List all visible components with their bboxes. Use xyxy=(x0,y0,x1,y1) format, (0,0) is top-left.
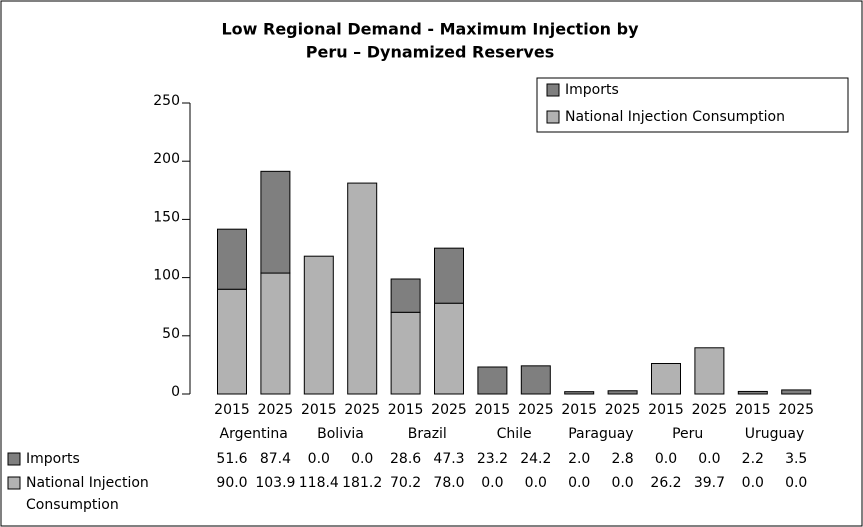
legend-swatch xyxy=(546,83,560,97)
table-value: 0.0 xyxy=(655,451,677,467)
y-tick-label: 150 xyxy=(153,209,180,225)
x-tick-label: 2025 xyxy=(605,402,641,418)
x-tick-label: 2025 xyxy=(344,402,380,418)
x-tick-label: 2025 xyxy=(431,402,467,418)
table-value: 28.6 xyxy=(390,451,421,467)
bar xyxy=(477,366,508,395)
y-tick-label: 250 xyxy=(153,93,180,109)
group-label: Peru xyxy=(672,426,703,442)
legend-label: Imports xyxy=(565,82,619,98)
bar xyxy=(217,228,247,290)
x-tick-label: 2015 xyxy=(388,402,424,418)
table-value: 51.6 xyxy=(216,451,247,467)
table-value: 181.2 xyxy=(342,475,382,491)
bar xyxy=(651,363,681,395)
group-label: Argentina xyxy=(220,426,288,442)
y-tick-label: 50 xyxy=(162,326,180,342)
bar xyxy=(390,278,421,313)
table-value: 118.4 xyxy=(299,475,339,491)
table-value: 87.4 xyxy=(260,451,291,467)
legend-swatch xyxy=(546,110,560,124)
table-value: 47.3 xyxy=(433,451,464,467)
table-value: 0.0 xyxy=(785,475,807,491)
table-value: 0.0 xyxy=(611,475,633,491)
table-row-label-text: National Injection Consumption xyxy=(26,475,149,513)
table-value: 39.7 xyxy=(694,475,725,491)
y-tick-label: 100 xyxy=(153,268,180,284)
table-value: 2.8 xyxy=(611,451,633,467)
group-label: Brazil xyxy=(408,426,447,442)
bar xyxy=(564,391,595,395)
y-tick-label: 200 xyxy=(153,151,180,167)
table-value: 70.2 xyxy=(390,475,421,491)
table-value: 0.0 xyxy=(698,451,720,467)
bar xyxy=(434,302,464,395)
table-value: 24.2 xyxy=(520,451,551,467)
table-value: 103.9 xyxy=(255,475,295,491)
group-label: Uruguay xyxy=(745,426,805,442)
table-value: 2.0 xyxy=(568,451,590,467)
table-value: 0.0 xyxy=(568,475,590,491)
table-value: 0.0 xyxy=(351,451,373,467)
table-swatch xyxy=(7,476,21,490)
chart-title: Low Regional Demand - Maximum Injection … xyxy=(221,20,639,39)
table-value: 3.5 xyxy=(785,451,807,467)
y-tick-label: 0 xyxy=(171,384,180,400)
x-tick-label: 2025 xyxy=(692,402,728,418)
bar xyxy=(303,255,334,395)
x-tick-label: 2025 xyxy=(778,402,814,418)
bar xyxy=(781,389,812,395)
table-swatch xyxy=(7,452,21,466)
bar xyxy=(260,272,291,395)
x-tick-label: 2025 xyxy=(258,402,294,418)
table-value: 0.0 xyxy=(742,475,764,491)
bar xyxy=(260,170,291,274)
x-tick-label: 2015 xyxy=(214,402,250,418)
legend-box xyxy=(536,77,849,133)
x-tick-label: 2025 xyxy=(518,402,554,418)
x-tick-label: 2015 xyxy=(301,402,337,418)
table-value: 0.0 xyxy=(525,475,547,491)
table-value: 26.2 xyxy=(650,475,681,491)
table-value: 23.2 xyxy=(477,451,508,467)
bar xyxy=(607,390,638,395)
legend-label: National Injection Consumption xyxy=(565,109,785,125)
table-value: 2.2 xyxy=(742,451,764,467)
table-value: 0.0 xyxy=(481,475,503,491)
x-tick-label: 2015 xyxy=(735,402,771,418)
group-label: Bolivia xyxy=(317,426,364,442)
table-row-label: Imports xyxy=(26,451,80,467)
table-row-label: National Injection Consumption xyxy=(26,475,149,513)
chart-title: Peru – Dynamized Reserves xyxy=(306,43,554,62)
group-label: Chile xyxy=(497,426,532,442)
x-tick-label: 2015 xyxy=(648,402,684,418)
bar xyxy=(694,347,725,395)
group-label: Paraguay xyxy=(568,426,633,442)
x-tick-label: 2015 xyxy=(475,402,511,418)
bar xyxy=(390,311,421,395)
x-tick-label: 2015 xyxy=(561,402,597,418)
bar xyxy=(737,390,768,395)
bar xyxy=(520,365,551,395)
table-value: 90.0 xyxy=(216,475,247,491)
table-value: 78.0 xyxy=(433,475,464,491)
table-value: 0.0 xyxy=(308,451,330,467)
bar xyxy=(347,182,378,395)
table-row-label-text: Imports xyxy=(26,451,80,467)
bar xyxy=(434,247,464,304)
bar xyxy=(217,288,247,395)
